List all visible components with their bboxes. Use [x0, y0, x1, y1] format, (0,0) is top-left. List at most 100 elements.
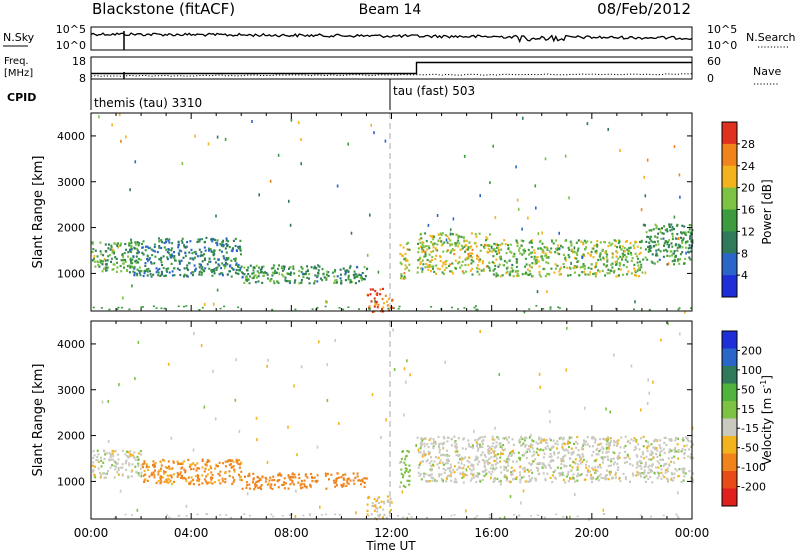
echo-cell — [128, 264, 131, 267]
echo-cell — [107, 247, 110, 250]
echo-cell — [134, 458, 137, 461]
echo-cell — [642, 435, 645, 438]
echo-cell — [451, 437, 453, 440]
scatter-echo — [200, 344, 203, 348]
echo-cell — [550, 251, 553, 254]
echo-cell — [204, 463, 207, 466]
echo-cell — [443, 268, 446, 272]
echo-cell — [639, 460, 642, 463]
echo-cell — [624, 476, 627, 479]
echo-cell — [123, 258, 126, 261]
echo-cell — [649, 249, 652, 252]
echo-cell — [167, 248, 170, 251]
echo-cell — [423, 454, 426, 457]
echo-cell — [682, 237, 685, 240]
echo-cell — [673, 263, 675, 266]
echo-cell — [100, 465, 103, 468]
echo-cell — [109, 455, 112, 458]
echo-cell — [272, 475, 275, 478]
echo-cell — [598, 474, 601, 477]
echo-cell — [399, 252, 402, 255]
echo-cell — [222, 264, 225, 267]
echo-cell — [671, 237, 674, 241]
echo-cell — [530, 241, 533, 244]
echo-cell — [386, 304, 389, 307]
scatter-echo — [296, 453, 298, 457]
scatter-echo — [460, 458, 462, 462]
echo-cell — [564, 239, 567, 242]
echo-cell — [378, 515, 381, 518]
echo-cell — [496, 477, 499, 480]
echo-cell — [617, 466, 620, 469]
echo-cell — [252, 481, 254, 484]
echo-cell — [511, 263, 514, 267]
echo-cell — [162, 266, 165, 270]
echo-cell — [607, 458, 609, 461]
echo-cell — [215, 463, 218, 466]
echo-cell — [465, 257, 468, 260]
echo-cell — [566, 266, 569, 269]
echo-cell — [233, 470, 236, 473]
echo-cell — [557, 247, 560, 250]
echo-cell — [639, 246, 642, 250]
echo-cell — [508, 458, 511, 461]
echo-cell — [408, 479, 411, 482]
echo-cell — [324, 472, 327, 475]
echo-cell — [431, 255, 434, 259]
echo-cell — [660, 471, 663, 474]
echo-cell — [690, 453, 693, 456]
echo-cell — [374, 517, 377, 520]
scatter-echo — [527, 216, 529, 220]
scatter-echo — [119, 489, 122, 493]
echo-cell — [430, 460, 433, 463]
scatter-echo — [300, 365, 303, 369]
echo-cell — [382, 508, 385, 511]
echo-cell — [129, 248, 131, 251]
echo-cell — [113, 250, 115, 253]
echo-cell — [269, 485, 272, 488]
ground-echo — [334, 513, 337, 516]
echo-cell — [655, 447, 658, 450]
echo-cell — [334, 279, 337, 282]
echo-cell — [198, 266, 201, 269]
echo-cell — [685, 240, 687, 244]
echo-cell — [578, 474, 580, 477]
echo-cell — [207, 481, 210, 484]
echo-cell — [180, 462, 183, 465]
echo-cell — [580, 473, 583, 476]
echo-cell — [255, 276, 258, 279]
echo-cell — [553, 476, 556, 479]
scatter-echo — [492, 144, 494, 148]
echo-cell — [498, 480, 501, 483]
echo-cell — [427, 264, 430, 267]
echo-cell — [488, 461, 491, 465]
scatter-echo — [401, 490, 404, 494]
echo-cell — [545, 442, 548, 445]
echo-cell — [617, 454, 620, 457]
echo-cell — [608, 272, 611, 275]
scatter-echo — [546, 290, 548, 294]
echo-cell — [179, 273, 182, 277]
echo-cell — [375, 301, 378, 304]
ground-echo — [185, 515, 188, 517]
echo-cell — [616, 442, 619, 445]
echo-cell — [401, 254, 403, 257]
echo-cell — [633, 267, 635, 270]
echo-cell — [657, 248, 660, 251]
echo-cell — [601, 458, 604, 461]
echo-cell — [466, 459, 469, 462]
echo-cell — [524, 250, 527, 253]
echo-cell — [470, 477, 473, 480]
echo-cell — [691, 480, 694, 484]
scatter-echo — [490, 245, 493, 249]
scatter-echo — [406, 516, 409, 520]
echo-cell — [177, 246, 180, 249]
colorbar-cell — [722, 187, 737, 210]
echo-cell — [113, 252, 115, 255]
echo-cell — [499, 445, 502, 448]
echo-cell — [109, 458, 112, 461]
ground-echo — [488, 516, 491, 519]
echo-cell — [504, 243, 507, 246]
echo-cell — [490, 451, 493, 454]
echo-cell — [548, 447, 551, 450]
